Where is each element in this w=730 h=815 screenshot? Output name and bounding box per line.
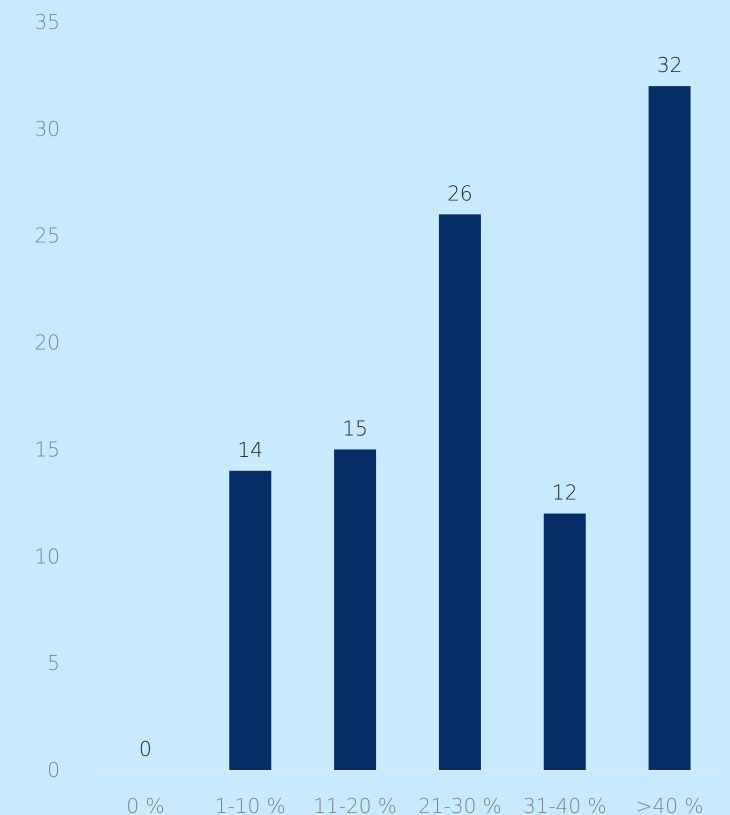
x-category-label: 11-20 % xyxy=(313,794,396,815)
x-category-label: 21-30 % xyxy=(418,794,501,815)
y-tick-label: 35 xyxy=(35,10,60,34)
bar-value-label: 32 xyxy=(657,53,682,77)
y-tick-label: 30 xyxy=(35,117,60,141)
bar-value-label: 15 xyxy=(342,416,367,440)
y-axis-ticks: 0 5 10 15 20 25 30 35 xyxy=(35,10,60,782)
bars xyxy=(229,86,691,771)
bar xyxy=(229,470,272,770)
x-axis-labels: 0 % 1-10 % 11-20 % 21-30 % 31-40 % >40 % xyxy=(126,794,703,815)
bar-value-label: 0 xyxy=(139,737,152,761)
x-category-label: >40 % xyxy=(636,794,704,815)
bar xyxy=(334,449,377,770)
bar-value-label: 14 xyxy=(238,438,263,462)
y-tick-label: 20 xyxy=(35,331,60,355)
y-tick-label: 0 xyxy=(47,758,60,782)
bar xyxy=(438,214,481,771)
bar xyxy=(543,513,586,770)
y-tick-label: 5 xyxy=(47,651,60,675)
y-tick-label: 25 xyxy=(35,224,60,248)
bar-value-label: 12 xyxy=(552,481,577,505)
y-tick-label: 15 xyxy=(35,437,60,461)
x-category-label: 0 % xyxy=(126,794,164,815)
x-category-label: 31-40 % xyxy=(523,794,606,815)
bar-value-label: 26 xyxy=(447,181,472,205)
x-category-label: 1-10 % xyxy=(215,794,286,815)
bar xyxy=(648,86,691,771)
data-labels: 0 14 15 26 12 32 xyxy=(139,53,682,761)
y-tick-label: 10 xyxy=(35,544,60,568)
